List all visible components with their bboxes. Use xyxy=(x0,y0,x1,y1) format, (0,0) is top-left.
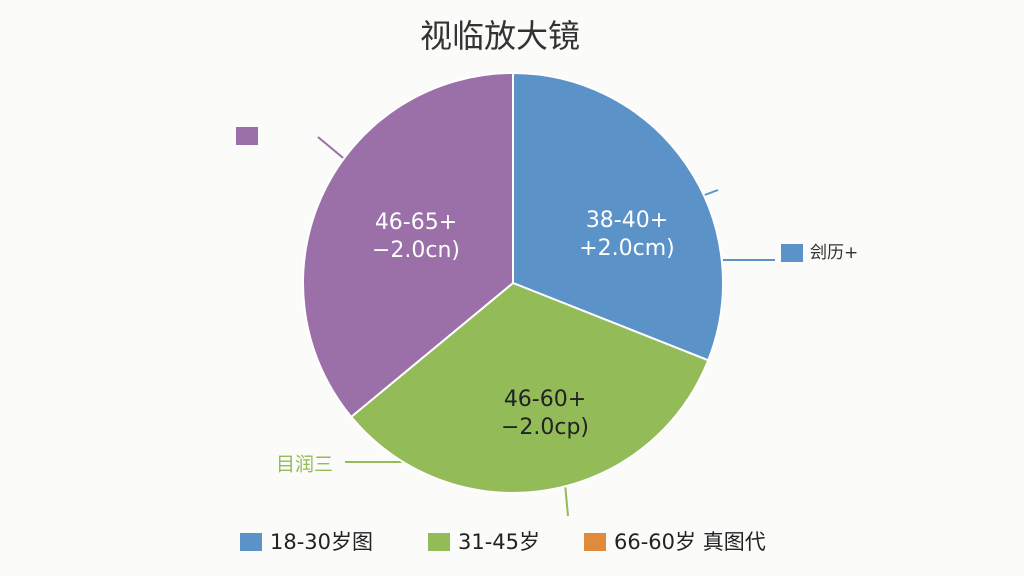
slice-label: +2.0cm) xyxy=(579,236,675,261)
slice-label: 38-40+ xyxy=(586,208,668,233)
legend-label: 18-30岁图 xyxy=(270,530,373,554)
pie-slice xyxy=(302,71,514,419)
callout-label: 目润三 xyxy=(276,454,333,476)
chart-title: 视临放大镜 xyxy=(420,17,580,55)
callout-swatch xyxy=(236,127,258,145)
pie-slice xyxy=(512,71,724,362)
legend-swatch xyxy=(584,533,606,551)
legend-label: 31-45岁 xyxy=(458,530,540,554)
pie-slice xyxy=(349,281,710,494)
legend-swatch xyxy=(428,533,450,551)
slice-label: −2.0cp) xyxy=(501,415,589,440)
slice-label: 46-65+ xyxy=(375,210,457,235)
legend-label: 66-60岁 真图代 xyxy=(614,530,766,554)
legend-swatch xyxy=(240,533,262,551)
slice-label: −2.0cn) xyxy=(372,238,460,263)
slice-label: 46-60+ xyxy=(504,387,586,412)
callout-swatch xyxy=(781,244,803,262)
callout-label: 刽历+ xyxy=(810,243,858,263)
